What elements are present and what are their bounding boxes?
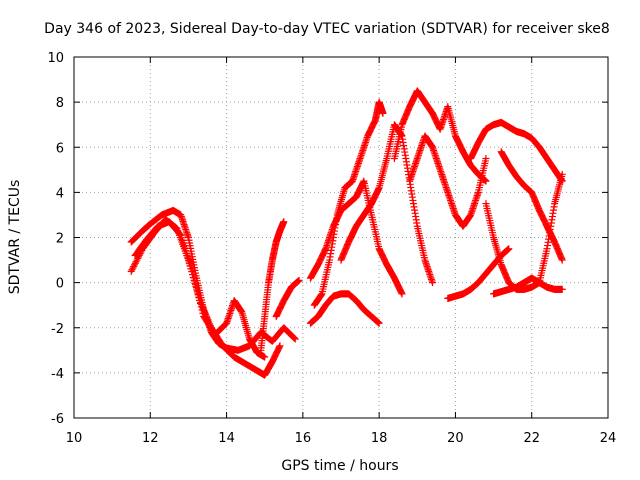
data-point: [133, 256, 141, 264]
data-point: [127, 267, 135, 275]
x-tick-label: 24: [600, 431, 617, 446]
data-point: [558, 170, 566, 178]
data-marks: [127, 87, 566, 379]
data-point: [194, 290, 202, 298]
data-point: [379, 109, 387, 117]
data-point: [558, 256, 566, 264]
data-point: [291, 335, 299, 343]
y-tick-label: 0: [56, 277, 64, 292]
data-point: [195, 293, 203, 301]
x-tick-label: 22: [523, 431, 540, 446]
data-point: [192, 283, 200, 291]
series-trace-k: [406, 132, 490, 230]
data-point: [276, 342, 284, 350]
data-point: [505, 245, 513, 253]
data-point: [192, 280, 200, 288]
y-tick-label: -2: [51, 322, 64, 337]
data-point: [280, 218, 288, 226]
data-point: [429, 279, 437, 287]
y-tick-label: 10: [47, 51, 64, 66]
data-point: [196, 300, 204, 308]
y-tick-label: -6: [51, 412, 64, 427]
series-trace-e: [272, 276, 303, 320]
data-point: [558, 285, 566, 293]
y-tick-label: 6: [56, 141, 64, 156]
x-tick-label: 14: [218, 431, 235, 446]
x-axis-label: GPS time / hours: [281, 458, 398, 474]
data-point: [129, 264, 137, 272]
data-point: [130, 261, 138, 269]
y-tick-label: -4: [51, 367, 64, 382]
x-tick-label: 18: [371, 431, 388, 446]
data-point: [190, 274, 198, 282]
data-point: [189, 271, 197, 279]
series-trace-h: [310, 98, 387, 309]
data-point: [132, 258, 140, 266]
data-point: [482, 155, 490, 163]
series-trace-p: [497, 148, 566, 264]
x-tick-label: 16: [295, 431, 312, 446]
data-point: [176, 230, 184, 238]
data-point: [482, 177, 490, 185]
x-tick-label: 10: [66, 431, 83, 446]
data-point: [197, 303, 205, 311]
y-axis-label: SDTVAR / TECUs: [7, 180, 23, 295]
data-point: [290, 334, 298, 342]
x-tick-label: 20: [447, 431, 464, 446]
data-point: [375, 319, 383, 327]
series-trace-l: [444, 245, 513, 302]
data-point: [290, 333, 298, 341]
data-point: [196, 296, 204, 304]
y-tick-label: 4: [56, 186, 64, 201]
y-tick-label: 2: [56, 232, 64, 247]
x-tick-label: 12: [142, 431, 159, 446]
data-point: [198, 306, 206, 314]
series-trace-o: [490, 274, 566, 298]
data-point: [398, 290, 406, 298]
data-point: [193, 287, 201, 295]
chart-title: Day 346 of 2023, Sidereal Day-to-day VTE…: [44, 21, 610, 37]
data-point: [191, 277, 199, 285]
data-point: [188, 267, 196, 275]
grid: [74, 57, 608, 418]
series-trace-c: [131, 218, 269, 361]
data-point: [130, 263, 138, 271]
y-tick-label: 8: [56, 96, 64, 111]
data-point: [131, 259, 139, 267]
series-trace-d: [257, 218, 288, 354]
series-trace-g: [306, 290, 383, 327]
data-point: [261, 353, 269, 361]
data-point: [128, 266, 136, 274]
data-point: [295, 276, 303, 284]
data-point: [199, 309, 207, 317]
